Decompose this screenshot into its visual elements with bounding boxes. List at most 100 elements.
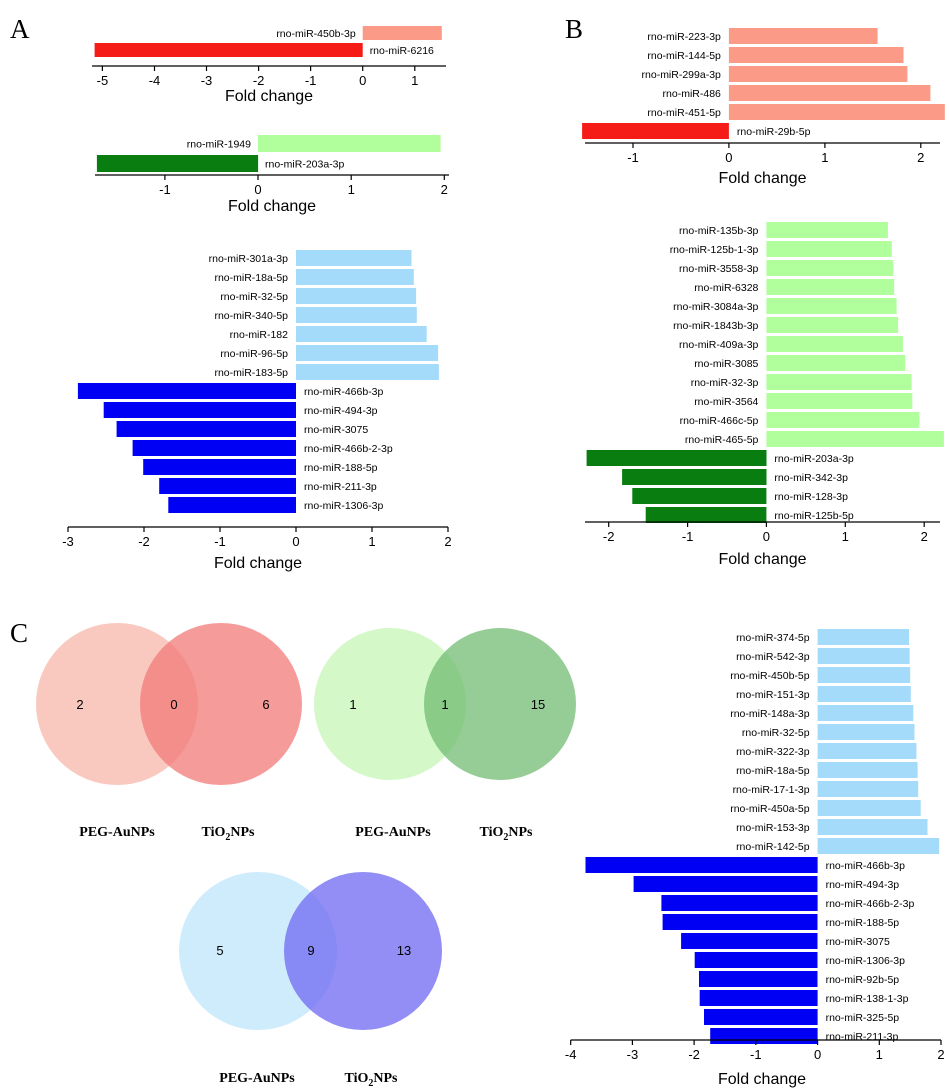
bar-label-rno-miR-142-5p: rno-miR-142-5p bbox=[736, 841, 810, 853]
x-tick-label: -1 bbox=[682, 529, 694, 544]
bar-label-rno-miR-342-3p: rno-miR-342-3p bbox=[774, 472, 848, 484]
x-tick-label: 2 bbox=[937, 1047, 944, 1062]
x-tick-label: -2 bbox=[603, 529, 615, 544]
bar-label-rno-miR-466b-3p: rno-miR-466b-3p bbox=[826, 860, 906, 872]
x-axis-title: Fold change bbox=[225, 88, 313, 105]
x-tick-label: -2 bbox=[253, 73, 265, 88]
bar-label-rno-miR-188-5p: rno-miR-188-5p bbox=[304, 462, 378, 474]
bar-label-rno-miR-466b-2-3p: rno-miR-466b-2-3p bbox=[304, 443, 393, 455]
venn-2-left-circle bbox=[314, 628, 466, 780]
x-tick-label: 1 bbox=[411, 73, 418, 88]
venn-3-overlap-count: 9 bbox=[307, 943, 314, 958]
x-tick-label: 2 bbox=[917, 150, 924, 165]
bar-label-rno-miR-18a-5p: rno-miR-18a-5p bbox=[214, 272, 288, 284]
bar-label-rno-miR-494-3p: rno-miR-494-3p bbox=[826, 879, 900, 891]
x-tick-label: 0 bbox=[814, 1047, 821, 1062]
x-tick-label: 0 bbox=[359, 73, 366, 88]
bar-label-rno-miR-374-5p: rno-miR-374-5p bbox=[736, 632, 810, 644]
venn-2-right-label: TiO2NPs bbox=[480, 825, 534, 843]
bar-rno-miR-466b-3p bbox=[585, 857, 818, 873]
bar-label-rno-miR-340-5p: rno-miR-340-5p bbox=[214, 310, 288, 322]
bar-rno-miR-3075 bbox=[681, 933, 818, 949]
x-tick-label: -4 bbox=[565, 1047, 577, 1062]
bar-rno-miR-18a-5p bbox=[296, 269, 414, 285]
x-tick-label: -1 bbox=[750, 1047, 762, 1062]
bar-label-rno-miR-203a-3p: rno-miR-203a-3p bbox=[265, 159, 345, 171]
bar-label-rno-miR-3084a-3p: rno-miR-3084a-3p bbox=[673, 301, 758, 313]
bar-label-rno-miR-466b-3p: rno-miR-466b-3p bbox=[304, 386, 384, 398]
bar-label-rno-miR-138-1-3p: rno-miR-138-1-3p bbox=[826, 993, 909, 1005]
bar-label-rno-miR-322-3p: rno-miR-322-3p bbox=[736, 746, 810, 758]
bar-label-rno-miR-211-3p: rno-miR-211-3p bbox=[304, 481, 377, 493]
bar-rno-miR-494-3p bbox=[633, 876, 818, 892]
venn-3-right-circle bbox=[284, 872, 442, 1030]
panel-label-c: C bbox=[10, 618, 28, 648]
bar-label-rno-miR-188-5p: rno-miR-188-5p bbox=[826, 917, 900, 929]
venn-3-right-count: 13 bbox=[397, 943, 411, 958]
bar-label-rno-miR-3075: rno-miR-3075 bbox=[304, 424, 368, 436]
panel-label-b: B bbox=[565, 14, 583, 44]
x-axis-title: Fold change bbox=[718, 1071, 806, 1088]
bar-label-rno-miR-450a-5p: rno-miR-450a-5p bbox=[730, 803, 810, 815]
venn-1-right-label: TiO2NPs bbox=[202, 825, 256, 843]
bar-rno-miR-486 bbox=[728, 85, 931, 101]
bar-label-rno-miR-3085: rno-miR-3085 bbox=[694, 358, 758, 370]
bar-label-rno-miR-486: rno-miR-486 bbox=[663, 88, 722, 100]
bar-label-rno-miR-32-5p: rno-miR-32-5p bbox=[742, 727, 810, 739]
x-tick-label: -1 bbox=[159, 182, 171, 197]
bar-rno-miR-450a-5p bbox=[817, 800, 921, 816]
x-tick-label: 1 bbox=[876, 1047, 883, 1062]
bar-label-rno-miR-1949: rno-miR-1949 bbox=[187, 139, 251, 151]
x-tick-label: 1 bbox=[368, 534, 375, 549]
bar-rno-miR-3075 bbox=[116, 421, 296, 437]
bar-label-rno-miR-32-3p: rno-miR-32-3p bbox=[691, 377, 759, 389]
bar-rno-miR-3558-3p bbox=[766, 260, 894, 276]
bar-chart-3: rno-miR-301a-3p rno-miR-18a-5p rno-miR-32-… bbox=[62, 250, 452, 572]
bar-rno-miR-96-5p bbox=[296, 345, 439, 361]
bar-rno-miR-153-3p bbox=[817, 819, 928, 835]
bar-rno-miR-340-5p bbox=[296, 307, 417, 323]
bar-label-rno-miR-92b-5p: rno-miR-92b-5p bbox=[826, 974, 900, 986]
venn-3-left-count: 5 bbox=[216, 943, 223, 958]
bar-rno-miR-211-3p bbox=[159, 478, 296, 494]
bar-rno-miR-466b-3p bbox=[77, 383, 297, 399]
bar-rno-miR-3084a-3p bbox=[766, 298, 897, 314]
bar-label-rno-miR-18a-5p: rno-miR-18a-5p bbox=[736, 765, 810, 777]
bar-rno-miR-92b-5p bbox=[699, 971, 818, 987]
venn-1-left-label: PEG-AuNPs bbox=[79, 825, 155, 840]
x-tick-label: 2 bbox=[921, 529, 928, 544]
venn-2-left-label: PEG-AuNPs bbox=[355, 825, 431, 840]
bar-label-rno-miR-135b-3p: rno-miR-135b-3p bbox=[679, 225, 759, 237]
bar-rno-miR-374-5p bbox=[817, 629, 909, 645]
x-tick-label: -2 bbox=[138, 534, 150, 549]
x-tick-label: 0 bbox=[725, 150, 732, 165]
bar-rno-miR-409a-3p bbox=[766, 336, 903, 352]
bar-rno-miR-188-5p bbox=[662, 914, 818, 930]
bar-label-rno-miR-6216: rno-miR-6216 bbox=[370, 45, 434, 57]
bar-label-rno-miR-144-5p: rno-miR-144-5p bbox=[647, 50, 721, 62]
bar-label-rno-miR-1306-3p: rno-miR-1306-3p bbox=[826, 955, 906, 967]
bar-rno-miR-151-3p bbox=[817, 686, 911, 702]
bar-label-rno-miR-32-5p: rno-miR-32-5p bbox=[220, 291, 288, 303]
bar-rno-miR-342-3p bbox=[622, 469, 767, 485]
venn-1-left-count: 2 bbox=[76, 697, 83, 712]
venn-2-right-circle bbox=[424, 628, 576, 780]
bar-label-rno-miR-29b-5p: rno-miR-29b-5p bbox=[737, 126, 811, 138]
bar-label-rno-miR-299a-3p: rno-miR-299a-3p bbox=[642, 69, 722, 81]
venn-diagram-2: 1 1 15 PEG-AuNPs TiO2NPs bbox=[314, 628, 576, 843]
bar-rno-miR-32-5p bbox=[296, 288, 417, 304]
bar-label-rno-miR-451-5p: rno-miR-451-5p bbox=[647, 107, 721, 119]
venn-1-right-circle bbox=[140, 623, 302, 785]
bar-rno-miR-450b-3p bbox=[362, 26, 442, 40]
bar-rno-miR-125b-1-3p bbox=[766, 241, 892, 257]
bar-chart-6: rno-miR-374-5p rno-miR-542-3p rno-miR-450b… bbox=[565, 629, 945, 1088]
bar-rno-miR-542-3p bbox=[817, 648, 910, 664]
bar-label-rno-miR-466c-5p: rno-miR-466c-5p bbox=[680, 415, 759, 427]
x-tick-label: 1 bbox=[821, 150, 828, 165]
bar-label-rno-miR-203a-3p: rno-miR-203a-3p bbox=[774, 453, 854, 465]
venn-3-right-label: TiO2NPs bbox=[345, 1071, 399, 1089]
bar-rno-miR-301a-3p bbox=[296, 250, 412, 266]
bar-rno-miR-6216 bbox=[94, 43, 363, 57]
